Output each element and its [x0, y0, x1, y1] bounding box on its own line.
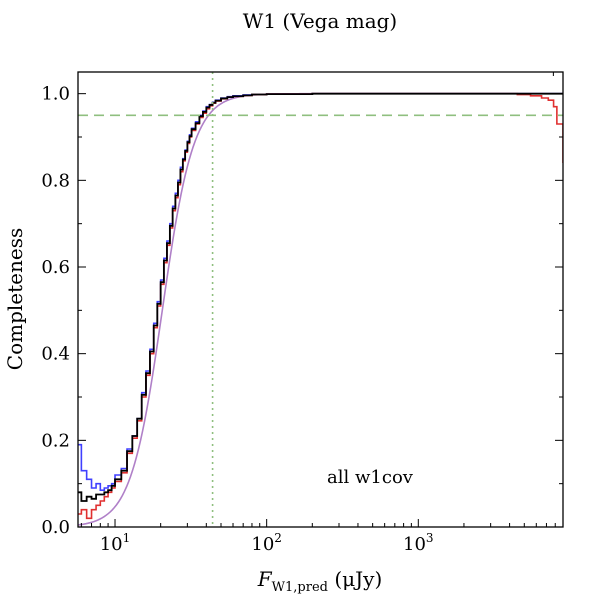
x-tick-label-exponent: 2: [274, 531, 282, 545]
top-axis-title: W1 (Vega mag): [243, 9, 397, 33]
series-0-line: [78, 92, 563, 491]
series-2-line: [78, 92, 563, 502]
x-tick-label-base: 10: [403, 534, 426, 555]
axes: 0.00.20.40.60.81.010110210318161412: [41, 71, 564, 555]
x-tick-label-exponent: 3: [426, 531, 434, 545]
x-tick-label-1: 102: [251, 531, 282, 555]
y-tick-label-5: 1.0: [41, 84, 70, 105]
plot-frame: [77, 71, 564, 528]
x-tick-label-base: 10: [100, 534, 123, 555]
series-1-line: [78, 92, 563, 520]
x-tick-label-2: 103: [403, 531, 434, 555]
x-axis-title-subscript: W1,pred: [272, 580, 328, 595]
x-tick-label-base: 10: [251, 534, 274, 555]
x-tick-label-exponent: 1: [123, 531, 131, 545]
y-axis-title: Completeness: [3, 228, 27, 370]
y-tick-label-4: 0.8: [41, 170, 70, 191]
x-tick-label-0: 101: [100, 531, 131, 555]
y-tick-label-2: 0.4: [41, 344, 70, 365]
x-axis-title-symbol: F: [257, 567, 273, 591]
x-axis-title-unit: (μJy): [328, 567, 382, 591]
y-tick-label-0: 0.0: [41, 517, 70, 538]
plot-area: [78, 72, 563, 527]
y-tick-label-1: 0.2: [41, 430, 70, 451]
y-tick-label-3: 0.6: [41, 257, 70, 278]
annotation-label: all w1cov: [327, 467, 414, 488]
x-axis-title: FW1,pred (μJy): [257, 567, 383, 595]
model-curve: [78, 92, 563, 526]
